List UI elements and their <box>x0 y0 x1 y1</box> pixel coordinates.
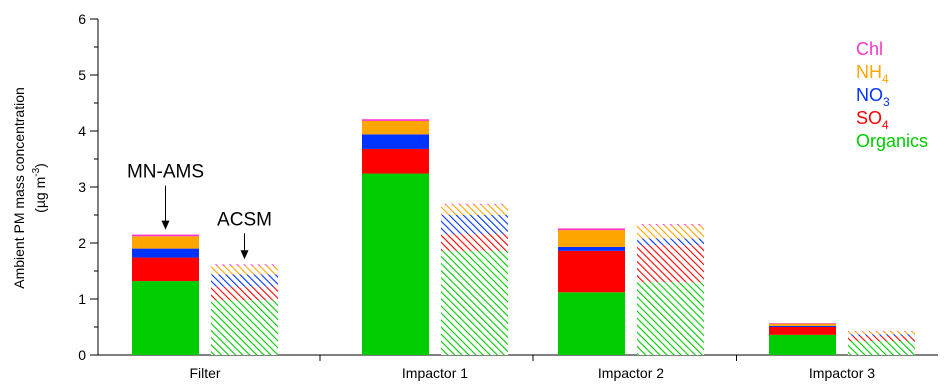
x-tick-label: Impactor 3 <box>809 365 875 381</box>
x-tick-label: Impactor 2 <box>598 365 664 381</box>
bar-segment-nh4-acsm <box>848 331 915 335</box>
y-axis-label: Ambient PM mass concentration <box>11 87 27 289</box>
y-tick-label: 3 <box>78 179 86 195</box>
annotation-arrow-head <box>161 220 170 230</box>
y-axis-unit-superscript: -3 <box>31 167 42 176</box>
bar-segment-so4-acsm <box>441 234 508 251</box>
bar-segment-no3-acsm <box>441 215 508 235</box>
bar-segment-so4-mn-ams <box>558 250 625 293</box>
annotations: MN-AMS ACSM <box>127 162 272 260</box>
bar-segment-chl-acsm <box>441 203 508 205</box>
bar-segment-nh4-acsm <box>637 225 704 239</box>
annotation-arrow-head <box>240 250 249 260</box>
bar-segment-chl-acsm <box>848 330 915 332</box>
bar-segment-organics-mn-ams <box>769 334 836 355</box>
y-tick-label: 1 <box>78 291 86 307</box>
bar-segment-organics-acsm <box>441 250 508 355</box>
y-tick-label: 2 <box>78 235 86 251</box>
bar-segment-chl-mn-ams <box>132 234 199 237</box>
bar-segment-nh4-mn-ams <box>558 230 625 247</box>
bar-segment-organics-mn-ams <box>362 173 429 355</box>
bar-segment-organics-mn-ams <box>558 292 625 355</box>
legend-item-so4: SO4 <box>856 108 889 132</box>
bar-segment-no3-mn-ams <box>132 248 199 258</box>
annotation-label: ACSM <box>217 209 272 230</box>
y-axis-unit-prefix: (µg m <box>32 177 48 213</box>
bar-segment-nh4-acsm <box>211 265 278 275</box>
bar-segment-nh4-acsm <box>441 204 508 215</box>
x-tick-label: Impactor 1 <box>402 365 468 381</box>
bar-segment-chl-mn-ams <box>362 119 429 121</box>
legend-item-organics: Organics <box>856 131 928 151</box>
bar-segment-so4-acsm <box>848 335 915 341</box>
bar-segment-no3-mn-ams <box>769 325 836 327</box>
bar-segment-nh4-mn-ams <box>362 120 429 135</box>
y-tick-label: 4 <box>78 123 86 139</box>
bar-segment-nh4-mn-ams <box>132 236 199 249</box>
x-tick-label: Filter <box>189 365 220 381</box>
y-axis-title: Ambient PM mass concentration (µg m-3) <box>11 87 48 289</box>
legend-item-chl: Chl <box>856 39 883 59</box>
bar-segment-so4-acsm <box>211 286 278 301</box>
bar-segment-organics-acsm <box>211 300 278 355</box>
y-axis-unit-suffix: ) <box>32 163 48 168</box>
bar-segment-no3-acsm <box>848 334 915 336</box>
bar-segment-so4-mn-ams <box>132 257 199 282</box>
legend-item-nh4: NH4 <box>856 62 889 86</box>
bars <box>132 119 915 355</box>
bar-segment-so4-mn-ams <box>769 327 836 335</box>
bar-segment-chl-acsm <box>637 223 704 226</box>
bar-segment-organics-mn-ams <box>132 281 199 355</box>
bar-segment-no3-acsm <box>211 274 278 287</box>
bar-segment-no3-mn-ams <box>558 246 625 251</box>
y-tick-label: 6 <box>78 11 86 27</box>
y-tick-label: 0 <box>78 347 86 363</box>
bar-segment-so4-acsm <box>637 245 704 283</box>
bar-segment-organics-acsm <box>637 282 704 355</box>
y-axis-unit: (µg m-3) <box>31 163 48 213</box>
y-tick-label: 5 <box>78 67 86 83</box>
annotation-label: MN-AMS <box>127 162 204 183</box>
bar-segment-chl-acsm <box>211 264 278 266</box>
bar-segment-organics-acsm <box>848 341 915 355</box>
legend-item-no3: NO3 <box>856 85 890 109</box>
bar-segment-nh4-mn-ams <box>769 323 836 326</box>
bar-segment-no3-mn-ams <box>362 134 429 149</box>
bar-segment-chl-mn-ams <box>769 323 836 324</box>
bar-segment-no3-acsm <box>637 238 704 246</box>
bar-segment-chl-mn-ams <box>558 228 625 231</box>
bar-segment-so4-mn-ams <box>362 148 429 174</box>
